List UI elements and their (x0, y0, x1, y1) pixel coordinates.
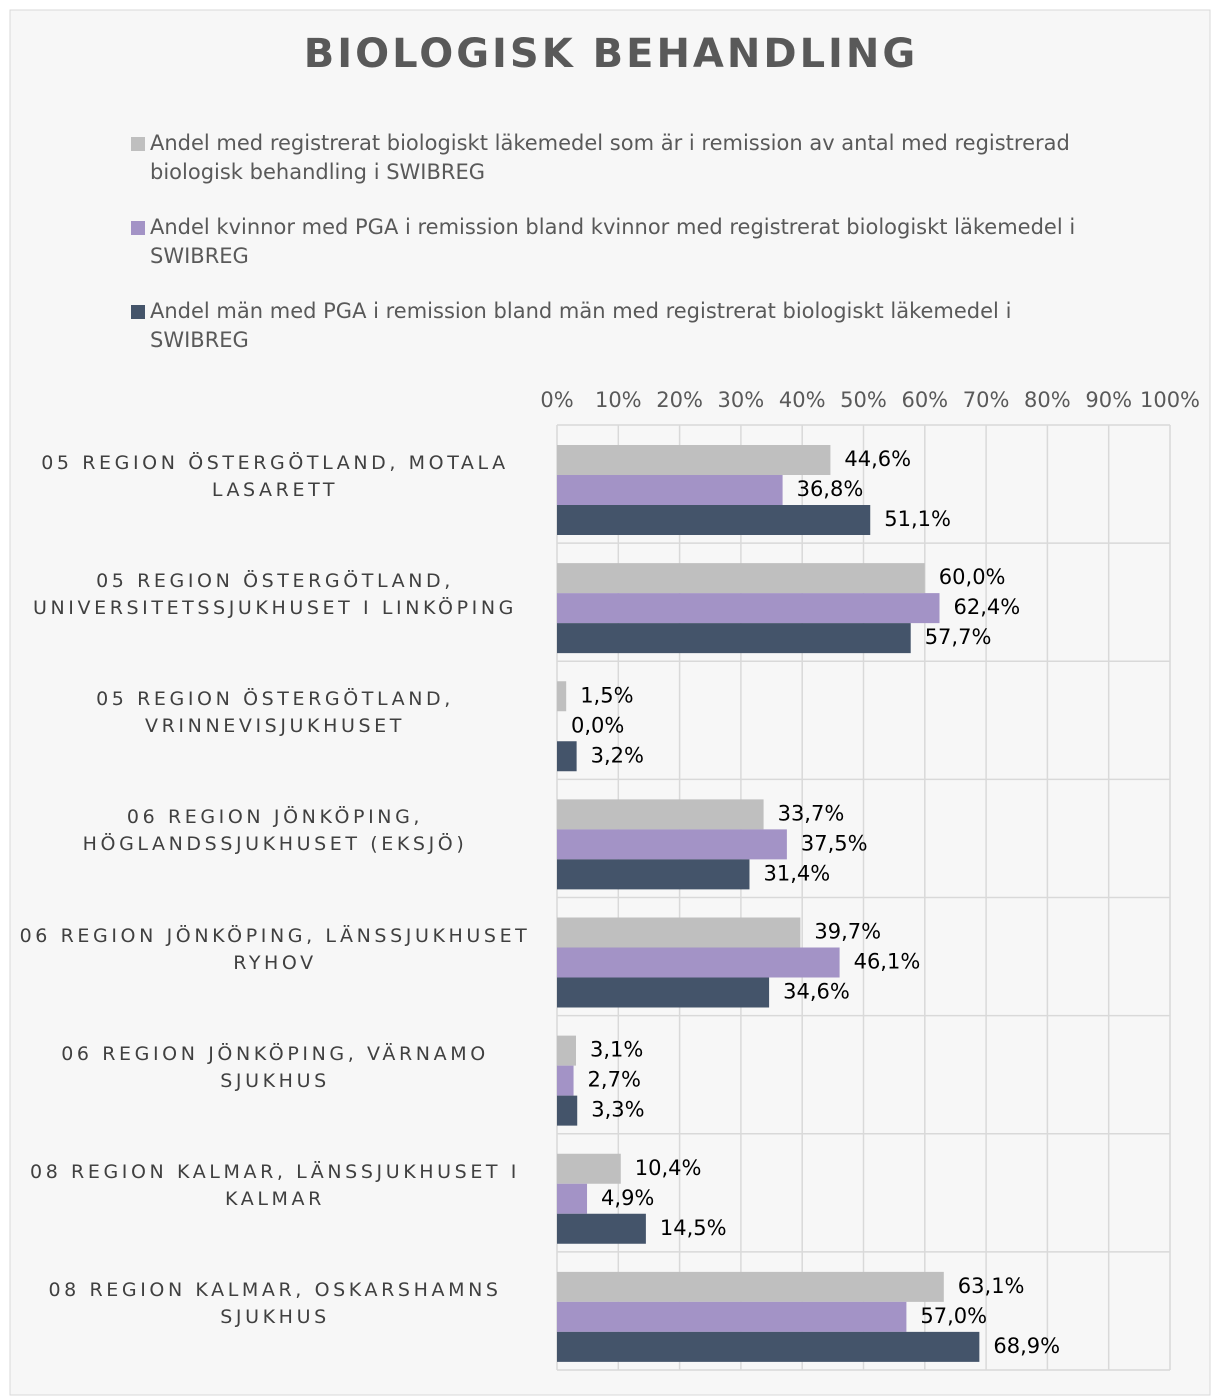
bar (557, 681, 567, 712)
bar (557, 1271, 944, 1302)
legend-swatch (131, 305, 145, 319)
legend-label: Andel med registrerat biologiskt läkemed… (150, 131, 1070, 184)
x-tick-label: 0% (540, 388, 573, 412)
bar (557, 799, 764, 830)
y-tick-label: 06 REGION JÖNKÖPING, VÄRNAMO SJUKHUS (61, 1042, 489, 1092)
bar (557, 977, 770, 1008)
legend-label: Andel kvinnor med PGA i remission bland … (150, 215, 1076, 268)
y-tick-label: 08 REGION KALMAR, OSKARSHAMNS SJUKHUS (48, 1278, 502, 1328)
y-tick-label: 08 REGION KALMAR, LÄNSSJUKHUSET I KALMAR (30, 1160, 520, 1210)
x-tick-label: 60% (901, 388, 948, 412)
y-tick-label: 06 REGION JÖNKÖPING, LÄNSSJUKHUSET RYHOV (19, 924, 531, 974)
data-label: 37,5% (801, 831, 868, 855)
data-label: 36,8% (797, 477, 864, 501)
x-tick-label: 40% (779, 388, 826, 412)
x-tick-label: 90% (1085, 388, 1132, 412)
bar (557, 1095, 578, 1126)
y-tick-label: 05 REGION ÖSTERGÖTLAND, UNIVERSITETSSJUK… (32, 570, 518, 620)
bar (557, 563, 925, 594)
data-label: 62,4% (954, 595, 1021, 619)
data-label: 57,0% (920, 1304, 987, 1328)
bar (557, 1153, 621, 1184)
data-label: 3,1% (590, 1038, 643, 1062)
bar (557, 1331, 980, 1362)
data-label: 0,0% (571, 713, 624, 737)
legend-label: Andel män med PGA i remission bland män … (150, 299, 1012, 352)
bar (557, 1035, 577, 1066)
x-tick-label: 10% (595, 388, 642, 412)
data-label: 3,2% (591, 743, 644, 767)
bar (557, 741, 577, 772)
data-label: 68,9% (993, 1334, 1060, 1358)
data-label: 4,9% (601, 1186, 654, 1210)
data-label: 1,5% (580, 683, 633, 707)
bar (557, 593, 940, 624)
bar (557, 475, 783, 505)
x-tick-label: 70% (963, 388, 1010, 412)
x-tick-label: 50% (840, 388, 887, 412)
data-label: 3,3% (591, 1098, 644, 1122)
bar (557, 1065, 574, 1096)
data-label: 14,5% (660, 1216, 727, 1240)
data-label: 10,4% (635, 1156, 702, 1180)
y-tick-label: 05 REGION ÖSTERGÖTLAND, MOTALA LASARETT (41, 452, 509, 502)
x-tick-label: 20% (656, 388, 703, 412)
bar (557, 1183, 588, 1214)
data-label: 33,7% (778, 801, 845, 825)
bar (557, 859, 750, 890)
x-tick-label: 100% (1140, 388, 1200, 412)
data-label: 63,1% (958, 1274, 1025, 1298)
bar (557, 623, 911, 654)
data-label: 2,7% (588, 1068, 641, 1092)
chart-title: BIOLOGISK BEHANDLING (304, 31, 919, 77)
bar (557, 947, 840, 978)
bar (557, 1213, 646, 1244)
data-label: 60,0% (939, 565, 1006, 589)
data-label: 51,1% (884, 507, 951, 531)
legend-swatch (131, 137, 145, 151)
data-label: 34,6% (783, 980, 850, 1004)
x-tick-label: 30% (718, 388, 765, 412)
bar (557, 445, 831, 475)
data-label: 57,7% (925, 625, 992, 649)
y-tick-label: 05 REGION ÖSTERGÖTLAND, VRINNEVISJUKHUSE… (96, 688, 454, 738)
data-label: 39,7% (814, 920, 881, 944)
data-label: 31,4% (763, 861, 830, 885)
data-label: 44,6% (844, 447, 911, 471)
bar (557, 505, 871, 535)
x-tick-label: 80% (1024, 388, 1071, 412)
data-label: 46,1% (854, 950, 921, 974)
bar (557, 829, 787, 860)
bar (557, 1301, 907, 1332)
bar (557, 917, 801, 948)
y-tick-label: 06 REGION JÖNKÖPING, HÖGLANDSSJUKHUSET (… (82, 806, 468, 856)
legend-swatch (131, 221, 145, 235)
